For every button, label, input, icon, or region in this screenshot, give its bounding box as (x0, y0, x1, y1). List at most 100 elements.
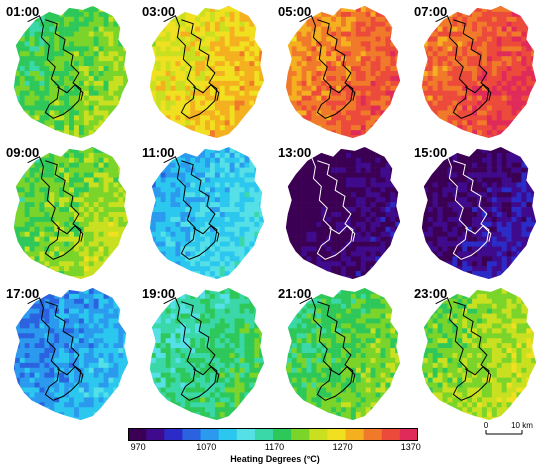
colorbar-segment (291, 428, 310, 441)
district-boundary (435, 15, 490, 119)
colorbar-segment (128, 428, 147, 441)
district-boundary (464, 225, 492, 242)
heat-field (285, 146, 401, 280)
heat-map (149, 146, 265, 280)
colorbar-segment (273, 428, 292, 441)
colorbar-segment (363, 428, 383, 441)
district-boundary (56, 84, 84, 101)
heat-field (421, 287, 537, 421)
heat-field (421, 146, 537, 280)
panel-time-label: 15:00 (414, 145, 448, 160)
district-boundary (299, 156, 354, 260)
map-panel: 21:00 (276, 284, 411, 424)
colorbar-segment (236, 428, 256, 441)
heat-map (149, 287, 265, 421)
district-boundary (27, 156, 82, 260)
map-panel: 19:00 (140, 284, 275, 424)
district-boundary (328, 84, 356, 101)
heat-map (149, 5, 265, 139)
panel-time-label: 09:00 (6, 145, 40, 160)
colorbar-segment (164, 428, 183, 441)
district-boundary (163, 15, 218, 119)
heat-field (285, 287, 401, 421)
map-panel: 23:00 (412, 284, 547, 424)
district-boundary (163, 297, 218, 401)
scale-zero: 0 (484, 421, 489, 430)
legend-title: Heating Degrees (°C) (230, 454, 320, 464)
district-boundary (163, 156, 218, 260)
district-boundary (56, 366, 84, 383)
colorbar-segment (345, 428, 365, 441)
district-boundary (299, 15, 354, 119)
panel-time-label: 23:00 (414, 286, 448, 301)
heat-field (421, 5, 537, 139)
map-panel: 15:00 (412, 143, 547, 283)
panel-time-label: 05:00 (278, 4, 312, 19)
scale-bar: 0 10 km (484, 421, 533, 435)
colorbar-segment (182, 428, 201, 441)
district-boundary (192, 84, 220, 101)
panel-time-label: 07:00 (414, 4, 448, 19)
panel-time-label: 03:00 (142, 4, 176, 19)
colorbar-tick-label: 1270 (332, 442, 353, 452)
panel-time-label: 11:00 (142, 145, 175, 160)
panel-time-label: 13:00 (278, 145, 312, 160)
colorbar-segment (381, 428, 401, 441)
map-panel: 17:00 (4, 284, 139, 424)
heat-map (421, 287, 537, 421)
district-boundary (299, 297, 354, 401)
colorbar-segment (399, 428, 418, 441)
map-panel: 13:00 (276, 143, 411, 283)
heat-field (149, 146, 265, 280)
heat-map (421, 5, 537, 139)
heat-field (13, 5, 129, 139)
panel-time-label: 17:00 (6, 286, 40, 301)
district-boundary (328, 366, 356, 383)
heat-field (149, 287, 265, 421)
district-boundary (192, 225, 220, 242)
district-boundary (27, 297, 82, 401)
heat-map (285, 5, 401, 139)
colorbar-tick-label: 970 (130, 442, 146, 452)
district-boundary (464, 84, 492, 101)
map-panel: 01:00 (4, 2, 139, 142)
district-boundary (192, 366, 220, 383)
map-panel: 09:00 (4, 143, 139, 283)
district-boundary (56, 225, 84, 242)
colorbar-tick-label: 1170 (264, 442, 285, 452)
heat-map (421, 146, 537, 280)
panel-time-label: 19:00 (142, 286, 176, 301)
district-boundary (27, 15, 82, 119)
colorbar-segment (309, 428, 328, 441)
colorbar-segment (146, 428, 165, 441)
district-boundary (435, 156, 490, 260)
scale-distance: 10 km (511, 421, 533, 430)
colorbar-segment (218, 428, 238, 441)
heat-field (13, 287, 129, 421)
map-panel: 07:00 (412, 2, 547, 142)
legend-colorbar (128, 428, 418, 441)
map-panel: 11:00 (140, 143, 275, 283)
district-boundary (464, 366, 492, 383)
heat-map (285, 287, 401, 421)
heat-field (285, 5, 401, 139)
map-panel: 05:00 (276, 2, 411, 142)
heat-map (13, 146, 129, 280)
heat-map (13, 5, 129, 139)
colorbar-tick-label: 1070 (196, 442, 217, 452)
colorbar-segment (200, 428, 220, 441)
colorbar-frame (128, 428, 418, 441)
colorbar-segment (327, 428, 346, 441)
legend-ticks: 970 1070 1170 1270 1370 (128, 442, 421, 454)
heat-field (13, 146, 129, 280)
district-boundary (435, 297, 490, 401)
map-panel: 03:00 (140, 2, 275, 142)
panel-time-label: 21:00 (278, 286, 312, 301)
panel-time-label: 01:00 (6, 4, 40, 19)
heat-map (285, 146, 401, 280)
district-boundary (328, 225, 356, 242)
heat-map (13, 287, 129, 421)
colorbar-segment (254, 428, 274, 441)
colorbar-tick-label: 1370 (400, 442, 421, 452)
heat-field (149, 5, 265, 139)
